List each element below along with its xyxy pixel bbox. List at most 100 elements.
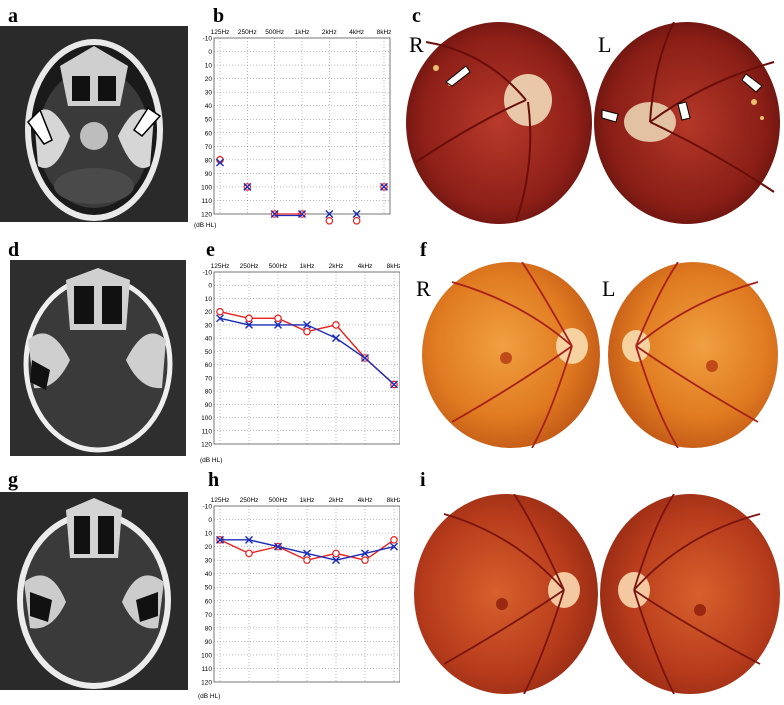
panel-label-f: f	[420, 239, 427, 261]
x-tick-label: 4kHz	[349, 29, 364, 36]
data-point-left	[243, 182, 252, 191]
y-tick-label: 0	[208, 49, 212, 56]
y-tick-label: 80	[205, 389, 213, 396]
fundus-photo-c-right	[406, 22, 592, 224]
y-tick-label: 30	[205, 558, 213, 565]
y-tick-label: 100	[201, 184, 212, 191]
x-tick-label: 500Hz	[269, 497, 288, 504]
data-point-left	[332, 556, 340, 565]
y-tick-label: 90	[205, 402, 213, 409]
data-point-right	[332, 549, 340, 558]
x-tick-label: 2kHz	[322, 29, 337, 36]
arrow-icon	[601, 109, 619, 123]
data-point-left	[332, 334, 340, 343]
fundus-photo-i-right	[414, 493, 598, 695]
y-tick-label: 100	[201, 652, 212, 659]
y-tick-label: 20	[205, 544, 213, 551]
data-point-right	[352, 216, 361, 225]
data-point-left	[352, 210, 361, 218]
x-tick-label: 500Hz	[265, 29, 284, 36]
x-tick-label: 4kHz	[358, 497, 373, 504]
unit-label: (dB HL)	[194, 222, 216, 229]
y-tick-label: 60	[205, 362, 213, 369]
y-tick-label: 120	[201, 680, 212, 687]
y-tick-label: 20	[205, 76, 213, 83]
x-tick-label: 8kHz	[387, 497, 400, 504]
panel-label-a: a	[8, 5, 18, 27]
y-tick-label: 90	[205, 639, 213, 646]
x-tick-label: 8kHz	[387, 263, 400, 270]
x-tick-label: 250Hz	[240, 497, 259, 504]
unit-label: (dB HL)	[200, 457, 222, 464]
x-tick-label: 4kHz	[358, 263, 373, 270]
x-tick-label: 1kHz	[295, 29, 310, 36]
y-tick-label: 120	[201, 442, 212, 449]
y-tick-label: 10	[205, 296, 213, 303]
panel-label-c: c	[412, 5, 421, 27]
y-tick-label: 100	[201, 415, 212, 422]
data-point-right	[332, 321, 340, 329]
y-tick-label: 30	[205, 90, 213, 97]
x-tick-label: 125Hz	[211, 29, 230, 36]
y-tick-label: 40	[205, 336, 213, 343]
y-tick-label: 90	[205, 171, 213, 178]
data-point-right	[245, 314, 253, 323]
arrow-icon	[27, 108, 53, 145]
audiogram-h: -10 0 10 20 30 40 50 60 70 80 90 100 110 120 125Hz 250H…	[196, 488, 401, 700]
eye-label-c-left: L	[598, 32, 612, 57]
data-point-right	[216, 307, 224, 316]
y-tick-label: 20	[205, 309, 213, 316]
audiogram-e: -10 0 10 20 30 40 50 60 70 80 90 100 110 120 125Hz 250H…	[196, 258, 401, 464]
eye-label-c-right: R	[409, 32, 424, 57]
y-tick-label: -10	[203, 36, 213, 43]
panel-label-b: b	[213, 5, 225, 27]
panel-label-g: g	[8, 469, 18, 491]
data-point-right	[303, 556, 311, 564]
fundus-photo-c-left	[594, 21, 780, 224]
y-tick-label: 10	[205, 531, 213, 538]
data-point-left	[325, 210, 334, 218]
ct-scan-g	[0, 492, 188, 690]
data-point-left	[380, 182, 388, 191]
x-tick-label: 125Hz	[211, 497, 230, 504]
y-tick-label: 70	[205, 612, 213, 619]
data-point-left	[274, 320, 282, 329]
data-point-left	[361, 549, 369, 558]
eye-label-i-left: L	[602, 506, 616, 531]
data-point-left	[303, 549, 311, 558]
y-tick-label: 40	[205, 571, 213, 578]
x-tick-label: 125Hz	[211, 263, 230, 270]
arrow-icon	[445, 65, 471, 87]
panel-label-d: d	[8, 239, 20, 261]
y-tick-label: 110	[202, 428, 213, 435]
y-tick-label: 110	[202, 198, 213, 205]
x-tick-label: 250Hz	[238, 29, 257, 36]
data-point-left	[390, 542, 398, 551]
x-tick-label: 2kHz	[329, 497, 344, 504]
data-point-right	[303, 327, 311, 336]
x-tick-label: 1kHz	[300, 263, 315, 270]
y-tick-label: 0	[208, 283, 212, 290]
eye-label-i-right: R	[418, 506, 433, 531]
ct-scan-d	[10, 260, 186, 456]
x-tick-label: 8kHz	[377, 29, 392, 36]
panel-label-i: i	[420, 469, 426, 491]
data-point-right	[245, 549, 253, 558]
y-tick-label: 80	[205, 157, 213, 164]
y-tick-label: 10	[205, 63, 213, 70]
y-tick-label: 60	[205, 130, 213, 137]
chart-frame	[213, 271, 401, 445]
y-tick-label: 70	[205, 144, 213, 151]
data-point-right	[274, 314, 282, 323]
y-tick-label: 60	[205, 598, 213, 605]
y-tick-label: 0	[208, 517, 212, 524]
fundus-photo-i-left	[600, 493, 780, 695]
data-point-left	[270, 210, 279, 218]
data-point-left	[390, 380, 398, 389]
arrow-icon	[741, 73, 763, 93]
arrow-icon	[132, 106, 162, 138]
data-point-left	[216, 158, 224, 167]
data-point-left	[245, 535, 253, 544]
unit-label: (dB HL)	[198, 693, 220, 700]
data-point-left	[216, 535, 224, 544]
